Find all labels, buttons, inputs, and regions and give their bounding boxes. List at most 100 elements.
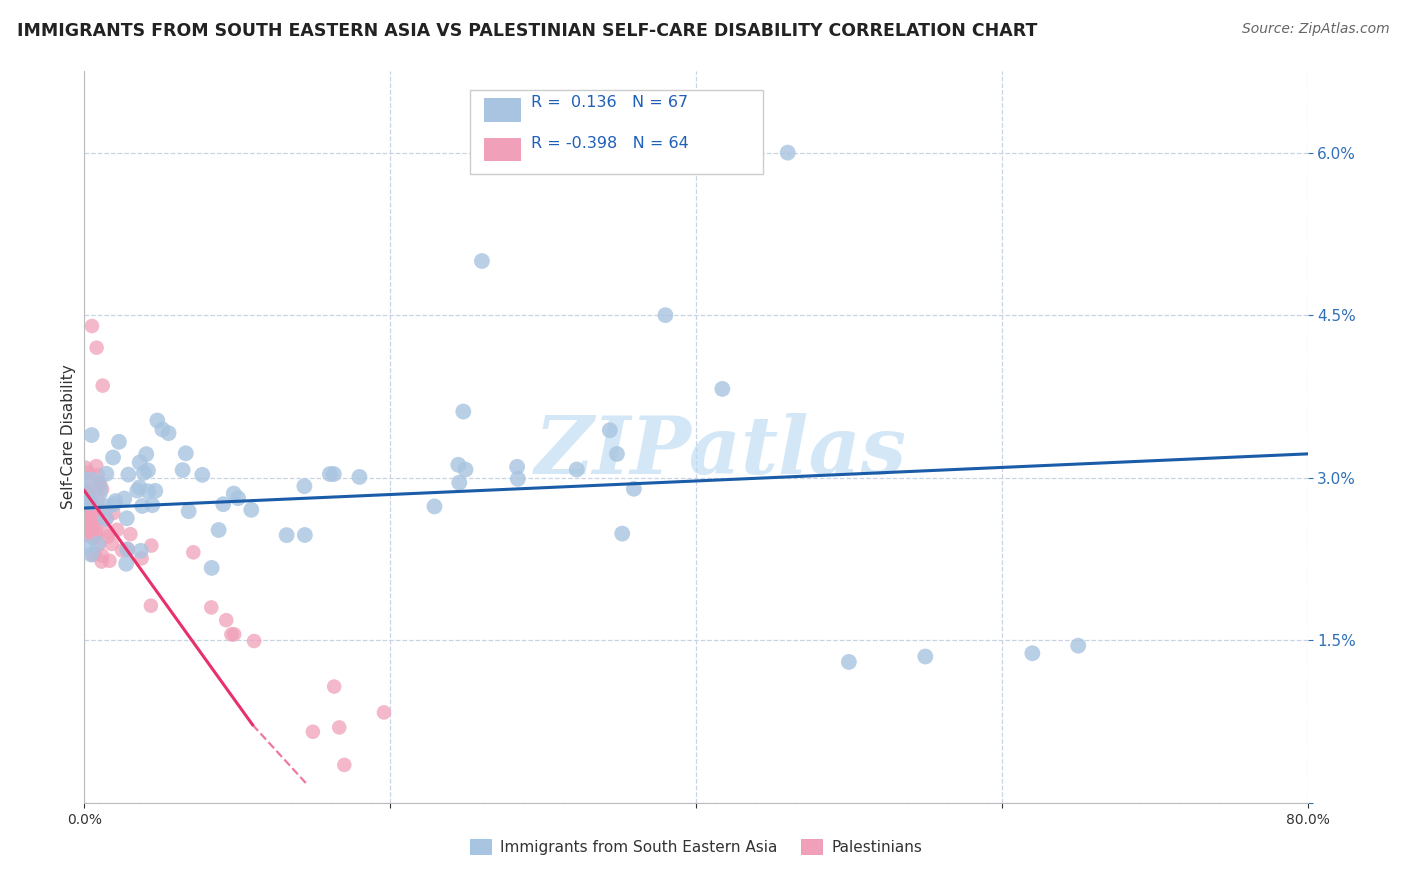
Point	[654, 308, 676, 322]
Point	[215, 613, 238, 627]
Point	[131, 499, 153, 513]
Point	[454, 462, 477, 476]
Point	[136, 484, 159, 499]
Point	[606, 447, 628, 461]
Text: R =  0.136   N = 67: R = 0.136 N = 67	[531, 95, 688, 111]
Point	[115, 542, 138, 557]
Point	[86, 508, 108, 523]
Point	[97, 524, 120, 539]
Point	[139, 599, 162, 613]
Point	[612, 526, 634, 541]
Point	[76, 494, 98, 508]
Point	[80, 318, 103, 333]
Point	[79, 488, 101, 502]
Point	[243, 634, 266, 648]
Point	[84, 530, 107, 544]
Point	[77, 505, 100, 519]
Point	[183, 545, 205, 559]
Point	[200, 600, 222, 615]
Point	[75, 460, 97, 475]
Text: IMMIGRANTS FROM SOUTH EASTERN ASIA VS PALESTINIAN SELF-CARE DISABILITY CORRELATI: IMMIGRANTS FROM SOUTH EASTERN ASIA VS PA…	[17, 22, 1038, 40]
Point	[84, 526, 107, 541]
Point	[82, 548, 104, 562]
Point	[77, 493, 100, 508]
Point	[294, 528, 316, 542]
Point	[79, 501, 101, 516]
Point	[96, 511, 118, 525]
Y-axis label: Self-Care Disability: Self-Care Disability	[60, 365, 76, 509]
Point	[82, 531, 104, 545]
Point	[75, 504, 97, 518]
Point	[349, 470, 371, 484]
Point	[115, 557, 138, 571]
Point	[150, 422, 173, 436]
Point	[208, 523, 231, 537]
Point	[447, 458, 470, 472]
Point	[80, 499, 103, 513]
Point	[97, 530, 120, 544]
Point	[128, 480, 150, 494]
Point	[373, 706, 395, 720]
Point	[141, 498, 163, 512]
Point	[80, 495, 103, 509]
Point	[82, 531, 104, 545]
Point	[86, 341, 108, 355]
Point	[96, 467, 118, 481]
Point	[117, 542, 139, 557]
Point	[98, 554, 121, 568]
Point	[87, 476, 110, 491]
Point	[108, 434, 131, 449]
Point	[221, 627, 243, 641]
Point	[87, 468, 110, 483]
Point	[131, 551, 153, 566]
Point	[302, 724, 325, 739]
Point	[838, 655, 860, 669]
Point	[132, 466, 155, 480]
Point	[599, 423, 621, 437]
Point	[112, 491, 135, 506]
Point	[177, 504, 200, 518]
Point	[1021, 646, 1043, 660]
Point	[128, 455, 150, 469]
Point	[75, 523, 97, 537]
Text: Source: ZipAtlas.com: Source: ZipAtlas.com	[1241, 22, 1389, 37]
Point	[79, 496, 101, 510]
Point	[80, 428, 103, 442]
Point	[84, 519, 107, 533]
Point	[322, 467, 344, 481]
Text: ZIPatlas: ZIPatlas	[534, 413, 907, 491]
Point	[76, 465, 98, 479]
Point	[90, 503, 112, 517]
Point	[328, 721, 350, 735]
Point	[157, 426, 180, 441]
Point	[91, 549, 114, 563]
Point	[240, 503, 263, 517]
Point	[565, 462, 588, 476]
Point	[449, 475, 471, 490]
Point	[86, 537, 108, 551]
Point	[127, 483, 149, 498]
Point	[191, 467, 214, 482]
Point	[103, 506, 125, 520]
Point	[89, 477, 111, 491]
Point	[76, 519, 98, 533]
Point	[711, 382, 734, 396]
Point	[423, 500, 446, 514]
Point	[83, 547, 105, 561]
Legend: Immigrants from South Eastern Asia, Palestinians: Immigrants from South Eastern Asia, Pale…	[464, 833, 928, 861]
FancyBboxPatch shape	[470, 90, 763, 174]
Point	[115, 511, 138, 525]
Point	[83, 518, 105, 533]
Point	[120, 527, 142, 541]
Point	[453, 404, 475, 418]
FancyBboxPatch shape	[484, 138, 522, 161]
Point	[76, 528, 98, 542]
Point	[117, 467, 139, 482]
Point	[75, 485, 97, 500]
Point	[226, 491, 249, 505]
Point	[77, 483, 100, 498]
Point	[224, 627, 246, 641]
Point	[80, 515, 103, 529]
Point	[143, 483, 166, 498]
Point	[91, 482, 114, 496]
